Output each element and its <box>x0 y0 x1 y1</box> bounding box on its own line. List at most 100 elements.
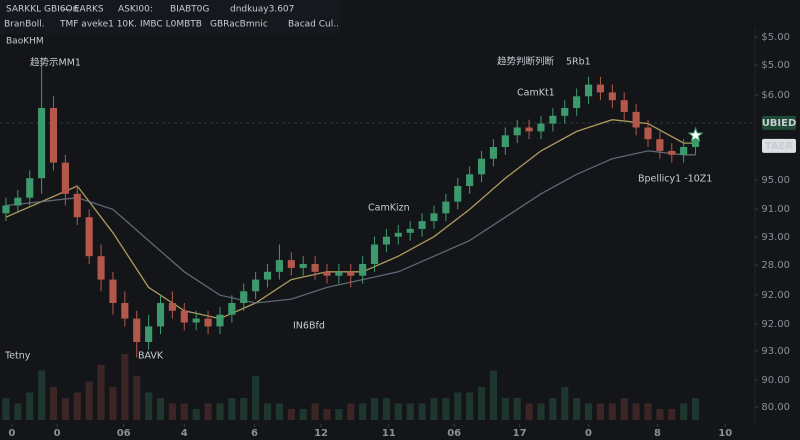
volume-bar <box>311 403 319 420</box>
volume-bar <box>632 403 640 420</box>
annotation: CamKt1 <box>517 88 555 99</box>
candle-body <box>14 197 22 206</box>
candle-body <box>85 217 93 257</box>
candle-body <box>287 260 295 268</box>
volume-bar <box>240 398 248 420</box>
candle-body <box>145 326 153 342</box>
volume-bar <box>668 409 676 420</box>
volume-bar <box>394 403 402 420</box>
y-tick-label: 92.00 <box>761 290 790 301</box>
candle-body <box>240 291 248 303</box>
volume-bar <box>608 403 616 420</box>
x-tick-label: 0 <box>54 428 61 439</box>
volume-bar <box>573 398 581 420</box>
candle-body <box>275 260 283 272</box>
candle-body <box>38 108 46 179</box>
toolbar-item: — EARKS <box>62 5 104 15</box>
y-tick-label: 92.00 <box>761 319 790 330</box>
x-tick-label: 12 <box>314 428 328 439</box>
volume-bar <box>204 403 212 420</box>
annotation: BAVK <box>138 351 164 362</box>
candle-body <box>394 232 402 237</box>
candle-body <box>442 201 450 214</box>
candle-body <box>109 279 117 303</box>
candle-body <box>263 271 272 280</box>
candle-body <box>489 147 497 159</box>
volume-bar <box>537 403 545 420</box>
volume-bar <box>406 403 414 420</box>
volume-bar <box>454 392 462 420</box>
candle-body <box>406 228 414 233</box>
candle-body <box>252 279 260 292</box>
volume-bar <box>26 392 34 420</box>
candle-body <box>596 84 604 93</box>
annotation: Bpellicy1 -10Z1 <box>638 174 712 185</box>
volume-bar <box>252 376 260 420</box>
candle-body <box>477 158 486 175</box>
x-tick-label: 4 <box>181 428 188 439</box>
volume-bar <box>382 398 390 420</box>
volume-bar <box>525 403 533 420</box>
toolbar-item: BranBoll. <box>4 20 45 30</box>
candle-body <box>347 271 355 276</box>
volume-bar <box>299 409 307 420</box>
x-tick-label: 06 <box>117 428 131 439</box>
candle-body <box>311 264 319 272</box>
volume-bar <box>656 409 664 420</box>
toolbar-item: IMBC L0MBTB <box>140 20 202 30</box>
candle-body <box>418 221 426 229</box>
volume-bar <box>14 403 22 420</box>
toolbar-item: BIABT0G <box>170 5 209 15</box>
price-tag-label: UBIED <box>762 118 797 129</box>
x-tick-label: 17 <box>513 428 527 439</box>
x-tick-label: 11 <box>382 428 396 439</box>
volume-bar <box>38 370 46 420</box>
annotation: Tetny <box>4 351 31 362</box>
candle-body <box>370 244 379 264</box>
toolbar <box>0 0 340 34</box>
toolbar-item: SARKKL GBI6On <box>6 5 78 15</box>
volume-bar <box>216 403 224 420</box>
candle-body <box>204 318 212 327</box>
y-tick-label: 95.00 <box>761 175 790 186</box>
x-tick-label: 8 <box>654 428 661 439</box>
candle-body <box>216 314 224 327</box>
annotation: 趋势示MM1 <box>30 57 81 69</box>
volume-bar <box>359 403 367 420</box>
toolbar-item: ASKI00: <box>118 5 153 15</box>
volume-bar <box>192 409 200 420</box>
volume-bar <box>477 387 486 420</box>
candle-body <box>454 186 462 202</box>
candle-body <box>97 256 105 280</box>
volume-bar <box>561 387 569 420</box>
y-tick-label: $6.00 <box>761 90 790 101</box>
candle-body <box>121 303 129 319</box>
candle-body <box>228 303 236 315</box>
volume-bar <box>596 403 604 420</box>
candle-body <box>466 174 474 186</box>
candle-body <box>49 108 58 163</box>
candle-body <box>513 127 521 136</box>
volume-bar <box>85 381 93 420</box>
volume-bar <box>513 398 521 420</box>
candle-body <box>584 84 593 97</box>
candle-body <box>501 135 509 147</box>
y-tick-label: 28.00 <box>761 260 790 271</box>
volume-bar <box>501 398 509 420</box>
volume-bar <box>109 387 117 420</box>
toolbar-label: BaoKHM <box>6 37 44 47</box>
candle-body <box>561 108 569 116</box>
candle-body <box>168 303 176 311</box>
toolbar-item: Bacad Cul.. <box>288 20 339 30</box>
volume-bar <box>49 387 58 420</box>
volume-bar <box>489 370 497 420</box>
candle-body <box>323 271 331 276</box>
candle-body <box>192 318 200 323</box>
volume-bar <box>680 403 688 420</box>
volume-bar <box>180 403 188 420</box>
candle-body <box>644 127 652 140</box>
volume-bar <box>466 392 474 420</box>
volume-bar <box>61 398 69 420</box>
